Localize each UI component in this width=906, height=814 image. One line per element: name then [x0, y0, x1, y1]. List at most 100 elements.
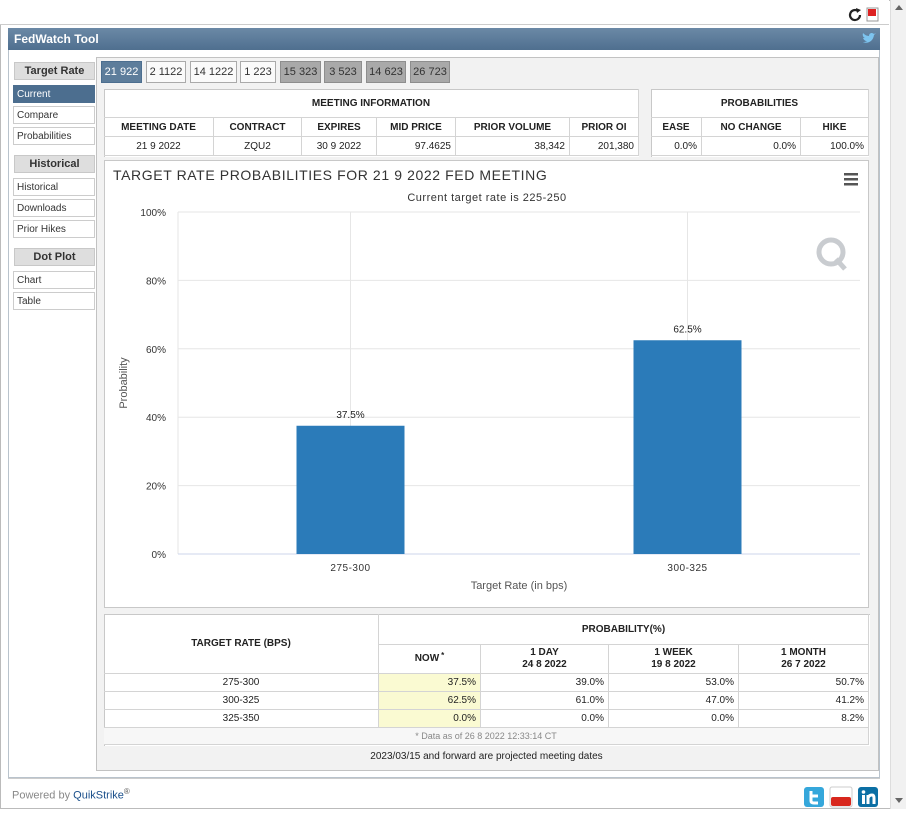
probability-table — [104, 614, 870, 746]
table-cell: 61.0% — [481, 692, 609, 710]
info-table — [651, 89, 869, 157]
column-date: 26 7 2022 — [781, 659, 826, 670]
column-header: MID PRICE — [377, 118, 456, 137]
sidebar-item[interactable]: Downloads — [13, 199, 95, 217]
table-cell: 0.0% — [651, 137, 702, 156]
table-cell: 275-300 — [104, 674, 379, 692]
meeting-tab[interactable]: 14 1222 — [190, 61, 237, 83]
table-cell: 0.0% — [702, 137, 801, 156]
table-cell: 0.0% — [609, 710, 739, 728]
table-cell: 21 9 2022 — [104, 137, 214, 156]
brand-link[interactable]: QuikStrike — [73, 789, 124, 802]
refresh-icon[interactable] — [848, 9, 862, 22]
social-svg — [804, 786, 878, 808]
column-header: 1 MONTH 26 7 2022 — [739, 645, 869, 674]
linkedin-i — [862, 795, 865, 804]
twitter-bird — [862, 32, 876, 43]
meeting-tab[interactable]: 14 623 — [366, 61, 406, 83]
column-header: PRIOR OI — [570, 118, 639, 137]
column-header: 1 WEEK 19 8 2022 — [609, 645, 739, 674]
meeting-tab[interactable]: 2 1122 — [146, 61, 186, 83]
meeting-tab[interactable]: 1 223 — [240, 61, 276, 83]
scroll-arrows — [895, 5, 903, 803]
x-tick-label: 300-325 — [667, 563, 707, 574]
chart-panel: TARGET RATE PROBABILITIES FOR 21 9 2022 … — [104, 160, 869, 608]
row-header: TARGET RATE (BPS) — [104, 614, 379, 674]
twitter-icon[interactable] — [862, 32, 876, 45]
table-cell: 38,342 — [456, 137, 570, 156]
table-cell: 0.0% — [481, 710, 609, 728]
sidebar-item[interactable]: Probabilities — [13, 127, 95, 145]
footer-rule — [8, 778, 880, 779]
group-header: PROBABILITY(%) — [379, 614, 869, 645]
table-cell: 62.5% — [379, 692, 481, 710]
y-tick-label: 20% — [146, 482, 166, 493]
meeting-tab[interactable]: 15 323 — [280, 61, 321, 83]
x-tick-label: 275-300 — [330, 563, 370, 574]
linkedin-dot — [861, 790, 866, 794]
y-tick-label: 40% — [146, 413, 166, 424]
table-cell: 97.4625 — [377, 137, 456, 156]
table-footnote: * Data as of 26 8 2022 12:33:14 CT — [104, 728, 869, 745]
table-cell: 41.2% — [739, 692, 869, 710]
sidebar-item[interactable]: Historical — [13, 178, 95, 196]
sidebar-item[interactable]: Current — [13, 85, 95, 103]
title-bar: FedWatch Tool — [8, 28, 880, 50]
y-tick-label: 0% — [152, 550, 167, 561]
x-axis-label: Target Rate (in bps) — [471, 580, 568, 592]
sidebar-header: Dot Plot — [14, 248, 95, 266]
meeting-tab[interactable]: 3 523 — [324, 61, 362, 83]
table-cell: 100.0% — [801, 137, 869, 156]
scroll-down[interactable] — [895, 798, 903, 803]
table-cell: 8.2% — [739, 710, 869, 728]
sidebar-item[interactable]: Table — [13, 292, 95, 310]
scrollbar[interactable] — [890, 0, 906, 809]
top-icons[interactable] — [848, 7, 880, 23]
meeting-tab[interactable]: 26 723 — [410, 61, 450, 83]
column-label: 1 WEEK — [654, 647, 693, 658]
info-table — [104, 89, 639, 157]
pdf-badge — [868, 9, 876, 16]
column-header: MEETING DATE — [104, 118, 214, 137]
refresh-arrow — [856, 8, 861, 13]
column-label: NOW — [414, 653, 440, 664]
column-label: 1 DAY — [530, 647, 559, 658]
table-cell: 300-325 — [104, 692, 379, 710]
scroll-up[interactable] — [895, 5, 903, 10]
chart: TARGET RATE PROBABILITIES FOR 21 9 2022 … — [113, 167, 860, 592]
powered-by-text: Powered by — [12, 789, 71, 802]
column-label: 1 MONTH — [781, 647, 826, 658]
watermark-q — [816, 237, 846, 267]
column-header: CONTRACT — [214, 118, 302, 137]
linkedin-n — [866, 793, 876, 804]
social-icons — [803, 786, 879, 808]
column-header: EXPIRES — [302, 118, 377, 137]
table-cell: 50.7% — [739, 674, 869, 692]
tool-title: FedWatch Tool — [14, 32, 99, 46]
chart-subtitle: Current target rate is 225-250 — [407, 192, 566, 204]
sidebar-item[interactable]: Prior Hikes — [13, 220, 95, 238]
column-note: * — [441, 651, 445, 660]
table-cell: 39.0% — [481, 674, 609, 692]
powered-by: Powered by QuikStrike® — [12, 787, 212, 802]
column-header: NOW * — [379, 645, 481, 674]
twitter-t — [809, 791, 818, 805]
column-header: EASE — [651, 118, 702, 137]
chart-title: TARGET RATE PROBABILITIES FOR 21 9 2022 … — [113, 167, 547, 183]
column-header: NO CHANGE — [702, 118, 801, 137]
table-cell: 0.0% — [379, 710, 481, 728]
table-title: MEETING INFORMATION — [104, 89, 639, 118]
bar — [633, 340, 742, 554]
table-cell: 53.0% — [609, 674, 739, 692]
table-cell: 30 9 2022 — [302, 137, 377, 156]
menu-icon-bar[interactable] — [844, 178, 858, 181]
sidebar-header: Target Rate — [14, 62, 95, 80]
menu-icon-bar[interactable] — [844, 173, 858, 176]
menu-icon-bar[interactable] — [844, 183, 858, 186]
meeting-tab[interactable]: 21 922 — [101, 61, 142, 83]
table-cell: ZQU2 — [214, 137, 302, 156]
sidebar-item[interactable]: Compare — [13, 106, 95, 124]
sidebar-item[interactable]: Chart — [13, 271, 95, 289]
y-tick-label: 60% — [146, 345, 166, 356]
